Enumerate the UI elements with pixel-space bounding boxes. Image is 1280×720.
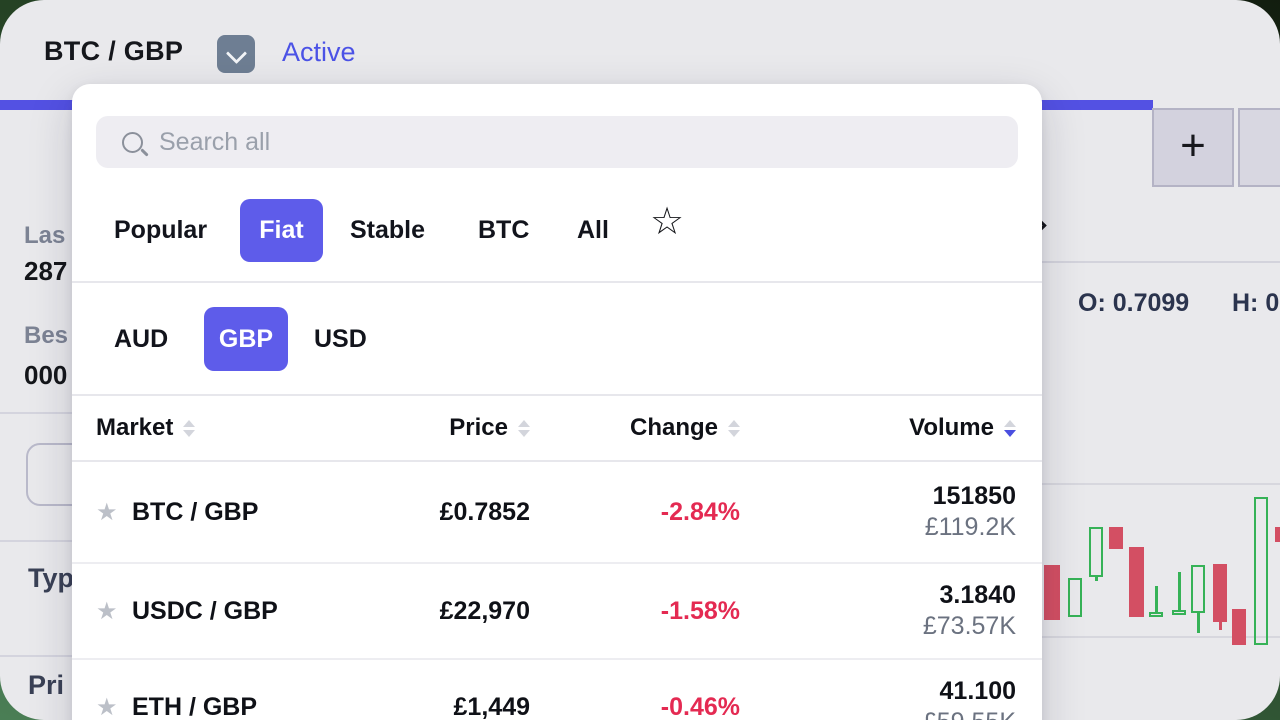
search-icon — [122, 131, 143, 153]
divider — [0, 412, 80, 414]
candle-up — [1191, 565, 1205, 613]
candle-down — [1044, 565, 1060, 620]
table-header: Market Price Change Volume — [72, 394, 1042, 462]
filter-stable[interactable]: Stable — [350, 216, 426, 244]
sort-icon-active-desc — [1004, 419, 1016, 437]
filter-all[interactable]: All — [577, 216, 609, 244]
table-row[interactable]: ★ USDC / GBP £22,970 -1.58% 3.1840 £73.5… — [72, 564, 1042, 660]
volume-base: 3.1840 — [939, 581, 1016, 609]
change-cell: -0.46% — [660, 692, 740, 720]
candle-down — [1232, 609, 1246, 645]
chart-gridline — [1042, 636, 1280, 638]
last-price-value-fragment: 287 — [24, 256, 68, 286]
filter-btc[interactable]: BTC — [478, 216, 530, 244]
market-cell: BTC / GBP — [132, 497, 259, 526]
volume-quote: £119.2K — [924, 513, 1016, 541]
divider — [1042, 261, 1280, 263]
favorites-star-icon[interactable]: ☆ — [650, 199, 685, 243]
last-price-label-fragment: Las — [24, 222, 66, 249]
candle-up — [1172, 610, 1186, 615]
currency-gbp-active[interactable]: GBP — [204, 307, 288, 371]
favorite-star-icon[interactable]: ★ — [96, 597, 118, 625]
table-row[interactable]: ★ ETH / GBP £1,449 -0.46% 41.100 £59.55K — [72, 660, 1042, 720]
divider — [0, 540, 80, 542]
table-row[interactable]: ★ BTC / GBP £0.7852 -2.84% 151850 £119.2… — [72, 462, 1042, 564]
chart-tab-fragment[interactable] — [1238, 108, 1280, 187]
price-field-label-fragment: Pri — [28, 670, 65, 700]
price-cell: £1,449 — [453, 692, 530, 720]
sort-icon — [728, 419, 740, 437]
market-selector-dropdown: Popular Fiat Stable BTC All ☆ AUD GBP US… — [72, 84, 1042, 720]
candle-open-value: O: 0.7099 — [1078, 289, 1190, 317]
candle-down — [1129, 547, 1144, 617]
best-bid-value-fragment: 000 — [24, 360, 68, 390]
volume-base: 41.100 — [939, 677, 1016, 705]
volume-cell: 3.1840 £73.57K — [740, 580, 1016, 642]
candle-up — [1068, 578, 1082, 617]
change-cell: -1.58% — [660, 596, 740, 625]
price-cell: £22,970 — [439, 596, 530, 625]
add-chart-tab-button[interactable]: + — [1152, 108, 1234, 187]
column-header-change[interactable]: Change — [530, 414, 740, 442]
filter-fiat-active[interactable]: Fiat — [240, 199, 323, 262]
sort-icon — [518, 419, 530, 437]
column-header-market[interactable]: Market — [96, 414, 332, 442]
sort-icon — [183, 419, 196, 437]
search-bar — [96, 116, 1018, 168]
price-cell: £0.7852 — [439, 497, 530, 526]
pair-selector-button[interactable] — [217, 35, 255, 73]
volume-quote: £59.55K — [923, 707, 1016, 720]
candle-down — [1213, 564, 1227, 622]
volume-base: 151850 — [932, 482, 1016, 510]
divider — [72, 281, 1042, 283]
divider — [0, 655, 80, 657]
active-orders-link[interactable]: Active — [282, 37, 356, 67]
column-header-volume[interactable]: Volume — [740, 414, 1016, 442]
candle-up — [1089, 527, 1103, 577]
candle-high-value: H: 0.7 — [1232, 289, 1280, 317]
currency-aud[interactable]: AUD — [114, 325, 169, 353]
change-cell: -2.84% — [660, 497, 740, 526]
currency-usd[interactable]: USD — [314, 325, 367, 353]
candle-up — [1149, 612, 1163, 617]
pair-title: BTC / GBP — [44, 36, 184, 66]
candle-down — [1275, 527, 1280, 542]
candle-down — [1109, 527, 1123, 549]
best-bid-label-fragment: Bes — [24, 322, 69, 349]
volume-cell: 41.100 £59.55K — [740, 676, 1016, 720]
market-cell: USDC / GBP — [132, 596, 278, 625]
favorite-star-icon[interactable]: ★ — [96, 693, 118, 720]
candle-up — [1254, 497, 1268, 645]
column-header-price[interactable]: Price — [332, 414, 530, 442]
plus-icon: + — [1180, 120, 1206, 170]
favorite-star-icon[interactable]: ★ — [96, 498, 118, 526]
markets-table: Market Price Change Volume ★ BTC — [72, 394, 1042, 720]
type-field-label-fragment: Typ — [28, 563, 74, 593]
search-input[interactable] — [159, 127, 759, 157]
chart-gridline — [1042, 483, 1280, 485]
market-cell: ETH / GBP — [132, 692, 258, 720]
filter-popular[interactable]: Popular — [114, 216, 208, 244]
volume-cell: 151850 £119.2K — [740, 481, 1016, 543]
volume-quote: £73.57K — [922, 612, 1016, 640]
